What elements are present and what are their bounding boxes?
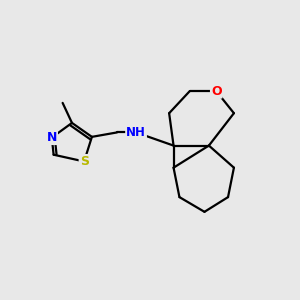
- Text: O: O: [211, 85, 222, 98]
- Text: N: N: [46, 131, 57, 144]
- Text: S: S: [80, 155, 88, 168]
- Text: NH: NH: [126, 126, 146, 139]
